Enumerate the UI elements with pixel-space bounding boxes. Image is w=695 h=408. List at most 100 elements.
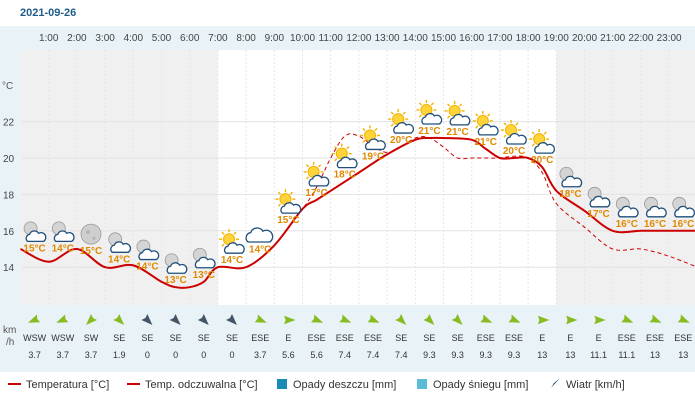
period-band-night: [612, 50, 641, 305]
temperature-label: 14°C: [136, 262, 158, 273]
sun-cloudy-icon: [331, 143, 358, 169]
hour-tick-label: 14:00: [403, 33, 428, 44]
wind-speed-label: 0: [201, 350, 206, 360]
wind-direction-label: ESE: [646, 333, 664, 343]
moon-cloudy-icon: [164, 253, 188, 274]
hour-tick-label: 20:00: [572, 33, 597, 44]
moon-cloudy-icon: [644, 196, 667, 218]
wind-speed-label: 0: [173, 350, 178, 360]
hour-tick-label: 22:00: [628, 33, 653, 44]
y-tick-label: 22: [3, 118, 15, 129]
moon-cloudy-icon: [108, 232, 132, 253]
moon-cloudy-icon: [672, 196, 695, 218]
wind-unit-h: /h: [6, 337, 14, 348]
wind-arrow-icon: [197, 314, 209, 325]
wind-arrow-icon: [551, 378, 560, 389]
wind-arrow-icon: [423, 314, 435, 325]
wind-direction-label: ESE: [364, 333, 382, 343]
legend-item-rain[interactable]: Opady deszczu [mm]: [277, 378, 396, 392]
legend-item-wind[interactable]: Wiatr [km/h]: [549, 378, 625, 392]
period-band-day: [274, 50, 303, 305]
chart-title: 2021-09-26: [20, 7, 76, 19]
temperature-label: 14°C: [249, 244, 271, 255]
cloud-icon: [245, 227, 274, 243]
wind-direction-label: SE: [226, 333, 238, 343]
chart-legend: Temperatura [°C] Temp. odczuwalna [°C] O…: [0, 372, 695, 398]
moon-cloudy-icon: [192, 247, 216, 269]
temperature-label: 20°C: [531, 155, 553, 166]
temperature-label: 14°C: [108, 254, 130, 265]
wind-arrow-icon: [339, 314, 352, 323]
wind-unit-km: km: [3, 325, 16, 336]
wind-panel: [22, 305, 695, 372]
wind-speed-label: 13: [565, 350, 575, 360]
wind-arrow-icon: [395, 314, 407, 325]
hour-tick-label: 3:00: [95, 33, 115, 44]
hour-tick-label: 5:00: [152, 33, 172, 44]
wind-speed-label: 13: [537, 350, 547, 360]
hour-tick-label: 8:00: [236, 33, 256, 44]
hour-tick-label: 21:00: [600, 33, 625, 44]
wind-arrow-icon: [480, 314, 493, 323]
hour-header-band: [22, 26, 695, 50]
hour-tick-label: 7:00: [208, 33, 228, 44]
wind-direction-label: E: [539, 333, 545, 343]
chart-canvas: 1:00 2:00 3:00 4:00 5:00 6:00 7:00 8:00 9:00 10:0…: [0, 7, 695, 372]
y-tick-label: 16: [3, 227, 15, 238]
wind-speed-label: 11.1: [590, 350, 607, 360]
period-band-night: [20, 50, 49, 305]
wind-speed-label: 9.3: [480, 350, 493, 360]
legend-item-snow[interactable]: Opady śniegu [mm]: [417, 378, 528, 392]
wind-speed-label: 9.3: [423, 350, 436, 360]
wind-arrow-icon: [141, 314, 153, 325]
wind-speed-label: 7.4: [339, 350, 352, 360]
temperature-label: 14°C: [221, 255, 243, 266]
temperature-label: 21°C: [446, 127, 468, 138]
wind-arrow-icon: [508, 314, 521, 323]
wind-arrow-icon: [621, 314, 634, 323]
period-band-day: [330, 50, 359, 305]
temperature-label: 17°C: [587, 209, 609, 220]
wind-direction-label: SE: [141, 333, 153, 343]
wind-arrow-icon: [284, 315, 296, 325]
wind-speed-label: 0: [145, 350, 150, 360]
hour-tick-label: 9:00: [265, 33, 285, 44]
period-band-day: [443, 50, 472, 305]
legend-swatch-temperature: [8, 383, 21, 386]
wind-speed-label: 7.4: [395, 350, 408, 360]
sun-cloudy-icon: [303, 161, 330, 187]
temperature-label: 16°C: [616, 219, 638, 230]
wind-arrow-icon: [254, 314, 267, 323]
wind-direction-label: E: [567, 333, 573, 343]
wind-speed-label: 3.7: [28, 350, 41, 360]
wind-direction-label: WSW: [23, 333, 46, 343]
legend-item-feels-like[interactable]: Temp. odczuwalna [°C]: [127, 378, 258, 392]
wind-speed-label: 11.1: [618, 350, 635, 360]
wind-direction-label: ESE: [308, 333, 326, 343]
period-band-day: [415, 50, 444, 305]
wind-speed-label: 7.4: [367, 350, 380, 360]
hour-tick-label: 16:00: [459, 33, 484, 44]
y-axis-unit: °C: [2, 81, 13, 92]
period-band-night: [105, 50, 134, 305]
wind-direction-label: SE: [452, 333, 464, 343]
wind-direction-label: ESE: [674, 333, 692, 343]
hour-tick-label: 11:00: [319, 33, 344, 44]
wind-direction-label: SE: [113, 333, 125, 343]
sun-cloudy-icon: [444, 100, 471, 126]
temperature-label: 13°C: [193, 270, 215, 281]
y-tick-label: 20: [3, 154, 15, 165]
legend-swatch-snow: [417, 379, 427, 390]
wind-direction-label: ESE: [618, 333, 636, 343]
moon-cloudy-icon: [136, 239, 160, 261]
wind-direction-label: ESE: [477, 333, 495, 343]
hour-tick-label: 4:00: [124, 33, 144, 44]
wind-arrow-icon: [594, 315, 606, 325]
temperature-label: 16°C: [644, 219, 666, 230]
y-tick-label: 14: [3, 263, 15, 274]
period-band-day: [471, 50, 500, 305]
wind-direction-label: E: [285, 333, 291, 343]
legend-item-temperature[interactable]: Temperatura [°C]: [8, 378, 109, 392]
sun-cloudy-icon: [219, 229, 245, 254]
y-axis-panel: [0, 26, 22, 372]
